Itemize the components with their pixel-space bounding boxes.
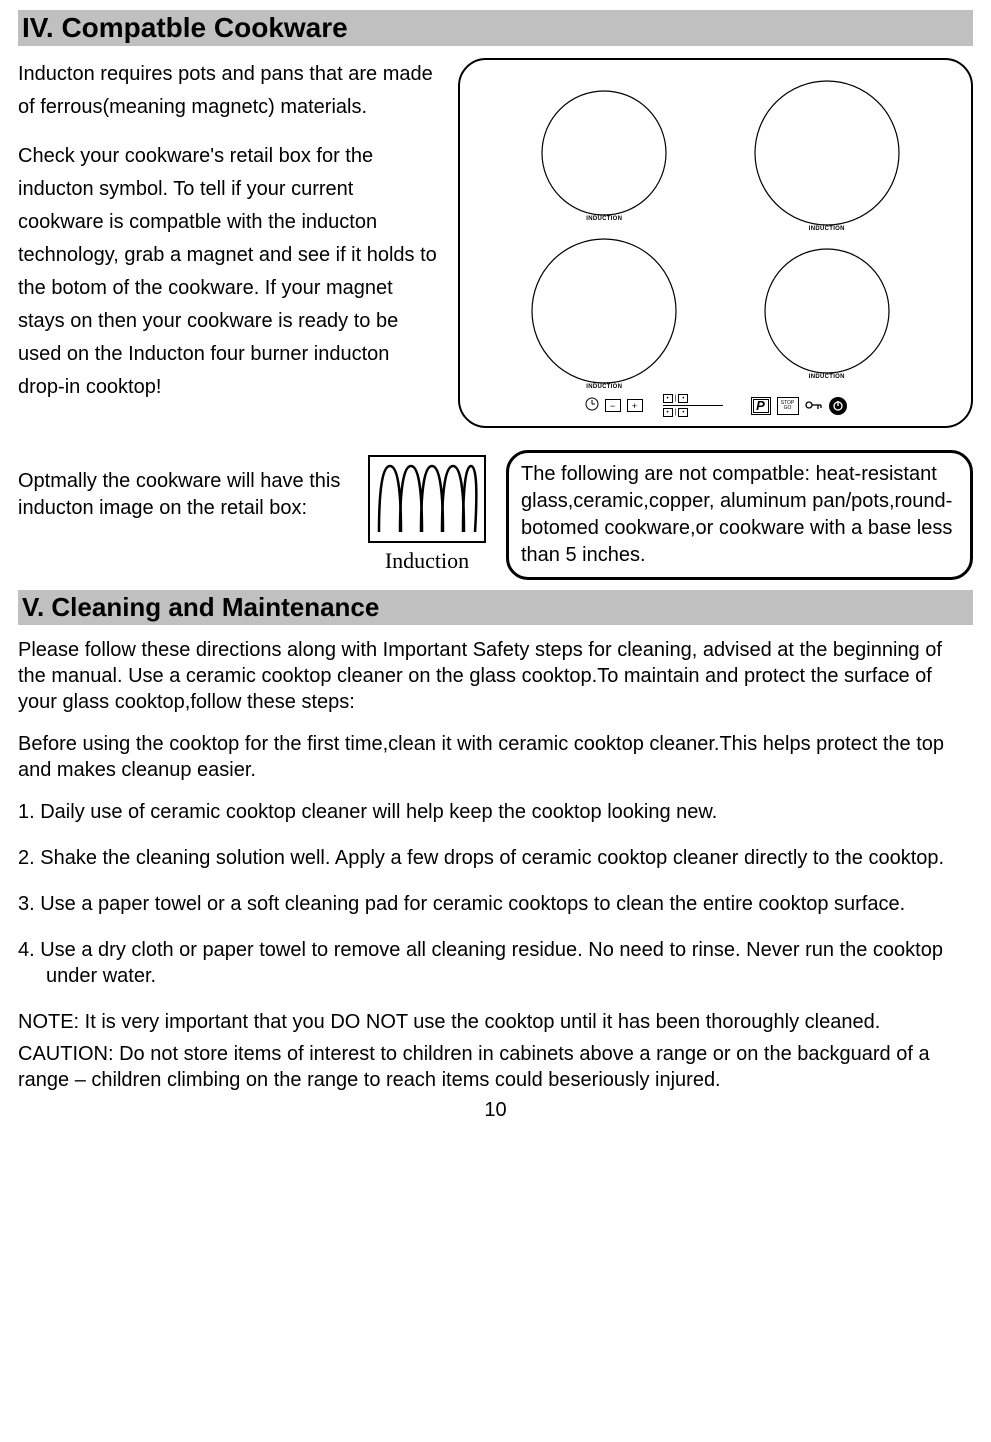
induction-symbol-column: Induction [362,450,492,574]
page-number: 10 [18,1099,973,1122]
cleaning-step-4: 4. Use a dry cloth or paper towel to rem… [18,937,973,989]
burner-label: INDUCTION [586,216,622,222]
burner-bottom-right: INDUCTION [731,236,924,390]
callout-column: The following are not compatble: heat-re… [506,450,973,580]
burner-grid: INDUCTION INDUCTION INDUCTION INDUCTION [488,78,943,390]
burner-circle-icon [762,246,892,376]
row-intro-diagram: Inducton requires pots and pans that are… [18,58,973,428]
plus-button-icon: + [627,399,643,412]
intro-paragraph-2: Check your cookware's retail box for the… [18,140,438,404]
burner-selector-icon: •|• •|• [663,394,723,417]
section-heading-iv: IV. Compatble Cookware [18,10,973,46]
go-label: GO [784,406,792,411]
burner-bottom-left: INDUCTION [508,236,701,390]
cleaning-caution: CAUTION: Do not store items of interest … [18,1041,973,1093]
p-button-icon: P [751,397,771,415]
burner-label: INDUCTION [809,226,845,232]
cleaning-intro-1: Please follow these directions along wit… [18,637,973,715]
intro-text-column: Inducton requires pots and pans that are… [18,58,438,428]
induction-coil-icon [367,454,487,544]
burner-circle-icon [752,78,902,228]
manual-page: IV. Compatble Cookware Inducton requires… [0,0,991,1142]
lock-key-icon [805,398,823,414]
cleaning-body: Please follow these directions along wit… [18,637,973,1093]
burner-label: INDUCTION [586,384,622,390]
cleaning-step-1: 1. Daily use of ceramic cooktop cleaner … [18,799,973,825]
burner-label: INDUCTION [809,374,845,380]
cleaning-step-3: 3. Use a paper towel or a soft cleaning … [18,891,973,917]
row-optimally-callout: Optmally the cookware will have this ind… [18,450,973,580]
intro-paragraph-1: Inducton requires pots and pans that are… [18,58,438,124]
burner-top-left: INDUCTION [508,78,701,232]
cleaning-step-2: 2. Shake the cleaning solution well. App… [18,845,973,871]
cleaning-intro-2: Before using the cooktop for the first t… [18,731,973,783]
minus-button-icon: − [605,399,621,412]
stop-go-button-icon: STOP GO [777,397,799,415]
section-heading-v: V. Cleaning and Maintenance [18,590,973,625]
cooktop-diagram: INDUCTION INDUCTION INDUCTION INDUCTION [458,58,973,428]
optimally-text: Optmally the cookware will have this ind… [18,450,348,522]
control-panel: − + •|• •|• P STOP GO [488,394,943,417]
burner-circle-icon [539,88,669,218]
induction-label: Induction [362,548,492,574]
clock-icon [585,397,599,414]
burner-top-right: INDUCTION [731,78,924,232]
power-button-icon [829,397,847,415]
burner-circle-icon [529,236,679,386]
incompatible-callout-box: The following are not compatble: heat-re… [506,450,973,580]
cleaning-note: NOTE: It is very important that you DO N… [18,1009,973,1035]
